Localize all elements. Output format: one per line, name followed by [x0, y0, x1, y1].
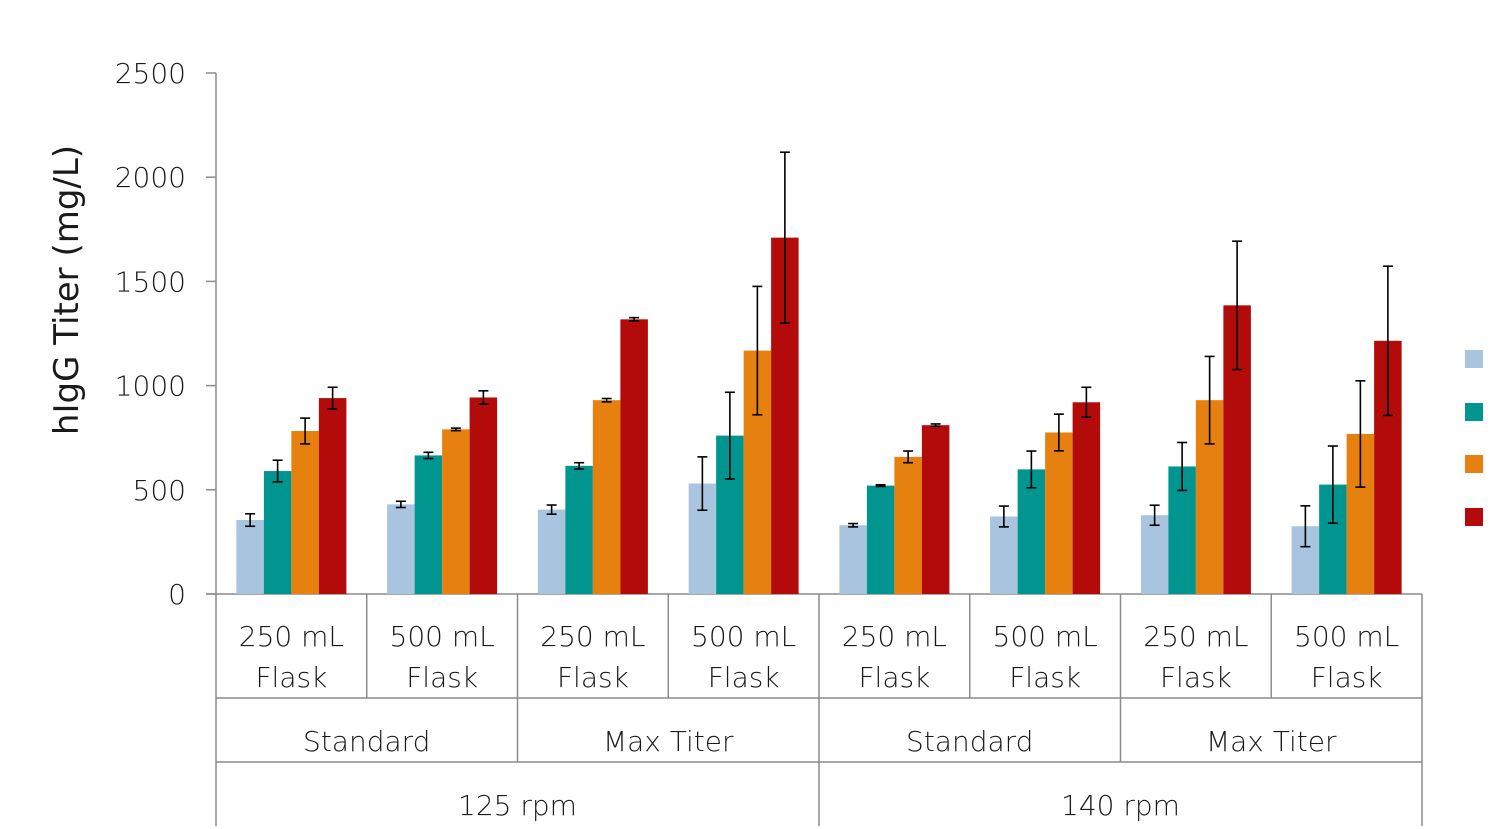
bar	[291, 431, 319, 594]
bar	[592, 400, 621, 594]
x-group-label: Max Titer	[603, 725, 734, 758]
x-category-label: 250 mL	[1143, 620, 1248, 653]
y-tick-label: 2000	[115, 161, 186, 194]
bar	[990, 516, 1018, 594]
x-category-label: Flask	[858, 661, 930, 694]
x-category-label: Flask	[1009, 661, 1081, 694]
bar	[387, 504, 415, 594]
y-tick-label: 0	[168, 578, 186, 611]
x-category-label: Flask	[255, 661, 327, 694]
x-category-label: 500 mL	[390, 620, 495, 653]
y-tick-label: 2500	[115, 57, 186, 90]
x-supergroup-label: 140 rpm	[1061, 789, 1180, 822]
x-category-label: 500 mL	[993, 620, 1098, 653]
x-category-label: 250 mL	[540, 620, 645, 653]
bar	[866, 485, 895, 594]
bar	[565, 465, 593, 594]
x-group-label: Standard	[303, 725, 430, 758]
x-category-label: Flask	[1160, 661, 1232, 694]
x-category-label: 500 mL	[1294, 620, 1399, 653]
x-category-label: 500 mL	[691, 620, 796, 653]
bar	[442, 429, 470, 594]
y-tick-label: 500	[133, 474, 186, 507]
legend-marker	[1465, 455, 1483, 473]
legend-marker	[1465, 350, 1483, 368]
bar	[236, 520, 264, 594]
x-group-label: Standard	[906, 725, 1033, 758]
x-category-label: Flask	[406, 661, 478, 694]
bar	[1045, 432, 1073, 594]
legend-marker	[1465, 508, 1483, 526]
legend	[1465, 350, 1483, 526]
x-category-labels: 250 mL Flask 500 mL Flask 250 mL Flask 500 mL F…	[239, 620, 1399, 822]
bar	[1140, 515, 1169, 594]
axes: 0 500 1000 1500 2000 2500	[115, 57, 1423, 826]
y-axis-label: hIgG Titer (mg/L)	[47, 145, 87, 435]
x-category-label: Flask	[1311, 661, 1383, 694]
bar	[469, 397, 498, 594]
x-group-label: Max Titer	[1206, 725, 1337, 758]
bar	[839, 525, 867, 594]
bar	[537, 509, 566, 594]
y-tick-label: 1500	[115, 265, 186, 298]
bars	[236, 237, 1402, 595]
error-bars	[245, 151, 1393, 548]
x-category-label: Flask	[557, 661, 629, 694]
bar	[894, 456, 922, 594]
x-category-label: 250 mL	[842, 620, 947, 653]
bar	[1072, 402, 1101, 594]
legend-marker	[1465, 403, 1483, 421]
bar	[620, 319, 648, 594]
bar	[263, 471, 292, 594]
bar	[414, 455, 443, 594]
y-tick-label: 1000	[115, 370, 186, 403]
bar	[318, 398, 347, 594]
x-category-label: Flask	[708, 661, 780, 694]
bar	[921, 425, 950, 594]
x-supergroup-label: 125 rpm	[458, 789, 577, 822]
x-category-label: 250 mL	[239, 620, 344, 653]
bar	[1017, 469, 1046, 594]
